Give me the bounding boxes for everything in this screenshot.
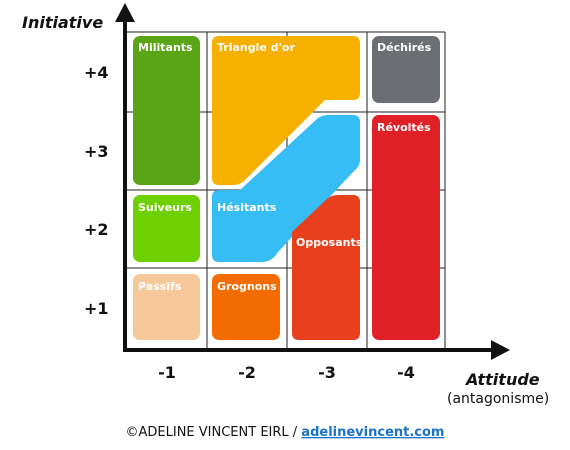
zone-militants <box>133 36 200 185</box>
zone-label: Triangle d'or <box>217 41 295 54</box>
y-tick: +1 <box>84 299 109 318</box>
zone-label: Révoltés <box>377 121 431 134</box>
zone-label: Suiveurs <box>138 201 192 214</box>
zone-suiveurs <box>133 195 200 262</box>
footer: ©ADELINE VINCENT EIRL / adelinevincent.c… <box>126 425 445 440</box>
zone-hesitants <box>212 115 360 262</box>
y-tick: +4 <box>84 63 109 82</box>
x-tick: -2 <box>238 363 256 382</box>
footer-link[interactable]: adelinevincent.com <box>301 425 444 440</box>
zone-label: Hésitants <box>217 201 277 214</box>
y-tick: +3 <box>84 142 109 161</box>
zone-revoltes <box>372 115 440 340</box>
zone-triangle <box>212 36 360 185</box>
zone-dechires <box>372 36 440 103</box>
zone-label: Grognons <box>217 280 277 293</box>
x-tick: -3 <box>318 363 336 382</box>
y-tick: +2 <box>84 220 109 239</box>
zone-label: Opposants <box>296 236 363 249</box>
zone-opposants <box>292 195 360 340</box>
x-arrow <box>491 340 510 360</box>
zone-label: Déchirés <box>377 41 432 54</box>
x-axis-label: Attitude <box>464 370 540 389</box>
zone-label: Passifs <box>138 280 182 293</box>
y-arrow <box>115 3 135 22</box>
x-tick: -4 <box>397 363 415 382</box>
copyright: ©ADELINE VINCENT EIRL / <box>126 425 302 440</box>
x-axis-sublabel: (antagonisme) <box>447 391 549 407</box>
x-tick: -1 <box>158 363 176 382</box>
y-axis-label: Initiative <box>22 13 103 32</box>
zone-label: Militants <box>138 41 193 54</box>
zone-grognons <box>212 274 280 340</box>
zone-passifs <box>133 274 200 340</box>
